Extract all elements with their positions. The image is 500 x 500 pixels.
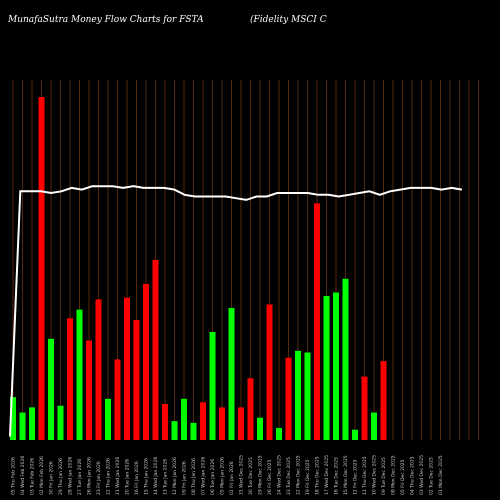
bar: [171, 421, 178, 440]
grid-lines: [12, 80, 479, 440]
x-tick-label: 08 Mon Dec 2025: [391, 455, 397, 495]
x-tick-label: 05 Mon Jan 2026: [220, 457, 226, 495]
bar: [190, 422, 197, 440]
bar: [10, 397, 16, 440]
bar: [371, 412, 377, 440]
bar: [333, 292, 339, 440]
x-tick-label: 24 Wed Dec 2025: [277, 455, 283, 495]
bar: [133, 319, 140, 440]
x-tick-label: 21 Wed Jan 2026: [115, 457, 121, 495]
bar: [95, 299, 102, 440]
bar: [276, 427, 282, 440]
chart-subtitle: (Fidelity MSCI C: [250, 15, 327, 25]
x-tick-label: 13 Tue Jan 2026: [163, 459, 169, 495]
bar-series: [10, 97, 387, 440]
flow-line: [9, 185, 463, 437]
x-tick-label: 04 Thu Dec 2025: [410, 456, 416, 495]
x-tick-label: 31 Wed Dec 2025: [239, 455, 245, 495]
x-tick-label: 28 Wed Jan 2026: [68, 457, 74, 495]
bar: [304, 352, 311, 440]
x-tick-label: 03 Wed Dec 2025: [419, 455, 425, 495]
bar: [152, 259, 159, 440]
bar: [323, 295, 330, 440]
bar: [285, 357, 292, 440]
x-tick-label: 09 Tue Dec 2025: [381, 457, 387, 495]
x-tick-label: 17 Wed Dec 2025: [324, 455, 330, 495]
bar: [200, 402, 206, 440]
bar: [342, 278, 349, 440]
x-tick-label: 06 Tue Jan 2026: [210, 459, 216, 495]
x-tick-label: 11 Thu Dec 2025: [362, 456, 368, 495]
bar: [48, 338, 54, 440]
x-tick-label: 22 Mon Dec 2025: [296, 455, 302, 495]
bar: [124, 297, 130, 440]
bar: [209, 331, 216, 440]
x-tick-label: 10 Wed Dec 2025: [372, 455, 378, 495]
bar: [314, 203, 320, 440]
bar: [67, 318, 73, 440]
x-tick-label: 23 Tue Dec 2025: [286, 457, 292, 495]
x-tick-label: 15 Thu Jan 2026: [144, 458, 150, 495]
bar: [76, 309, 83, 440]
x-tick-label: 29 Mon Dec 2025: [258, 455, 264, 495]
x-tick-label: 09 Fri Jan 2026: [182, 461, 188, 495]
x-tick-label: 27 Tue Jan 2026: [77, 459, 83, 495]
x-tick-label: 02 Fri Jan 2026: [229, 461, 235, 495]
x-tick-label: 18 Thu Dec 2025: [315, 456, 321, 495]
bar: [266, 304, 273, 440]
chart-title: MunafaSutra Money Flow Charts for FSTA: [8, 15, 204, 25]
bar: [380, 361, 387, 440]
x-tick-labels: 05 Thu Feb 2026 04 Wed Feb 2026 03 Tue F…: [11, 455, 445, 495]
x-tick-label: 12 Mon Jan 2026: [172, 457, 178, 495]
bar: [361, 376, 368, 440]
x-tick-label: 22 Thu Jan 2026: [106, 458, 112, 495]
x-tick-label: 26 Mon Jan 2026: [87, 457, 93, 495]
bar: [295, 350, 301, 440]
bar: [57, 405, 64, 440]
bar: [257, 417, 263, 440]
x-tick-label: 19 Fri Dec 2025: [305, 459, 311, 495]
x-tick-label: 07 Wed Jan 2026: [201, 457, 207, 495]
flow-line-series: [9, 185, 463, 437]
x-tick-label: 16 Fri Jan 2026: [134, 461, 140, 495]
x-tick-label: 03 Tue Feb 2026: [30, 458, 36, 495]
x-tick-label: 04 Wed Feb 2026: [20, 456, 26, 495]
x-tick-label: 16 Tue Dec 2025: [334, 457, 340, 495]
x-tick-label: 23 Fri Jan 2026: [96, 461, 102, 495]
x-tick-label: 01 Mon Dec 2025: [438, 455, 444, 495]
bar: [352, 429, 358, 440]
bar: [29, 407, 35, 440]
bar: [238, 407, 244, 440]
x-tick-label: 05 Fri Dec 2025: [400, 459, 406, 495]
bar: [247, 378, 254, 440]
bar: [143, 283, 149, 440]
x-tick-label: 02 Mon Feb 2026: [39, 456, 45, 495]
x-tick-label: 12 Fri Dec 2025: [353, 459, 359, 495]
bar: [105, 398, 111, 440]
x-tick-label: 05 Thu Feb 2026: [11, 457, 17, 495]
x-tick-label: 30 Tue Dec 2025: [248, 457, 254, 495]
bar: [86, 340, 92, 440]
bar: [19, 412, 26, 440]
bar: [219, 407, 225, 440]
x-tick-label: 08 Thu Jan 2026: [191, 458, 197, 495]
x-tick-label: 26 Fri Dec 2025: [267, 459, 273, 495]
x-tick-label: 20 Tue Jan 2026: [125, 459, 131, 495]
x-tick-label: 14 Wed Jan 2026: [153, 457, 159, 495]
x-tick-label: 29 Thu Jan 2026: [58, 458, 64, 495]
x-tick-label: 15 Mon Dec 2025: [343, 455, 349, 495]
x-tick-label: 02 Tue Dec 2025: [429, 457, 435, 495]
bar: [181, 398, 187, 440]
x-tick-label: 30 Fri Jan 2026: [49, 461, 55, 495]
bar: [228, 307, 235, 440]
bar: [162, 403, 168, 440]
bar: [38, 97, 45, 440]
bar: [114, 359, 121, 440]
